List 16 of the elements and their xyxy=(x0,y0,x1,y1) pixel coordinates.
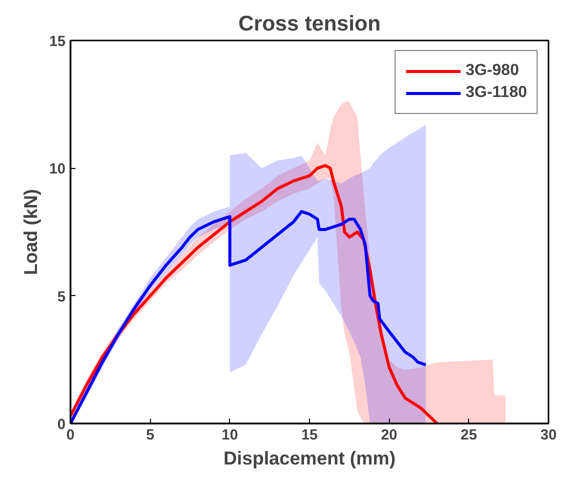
y-axis-title: Load (kN) xyxy=(20,188,42,276)
chart-title: Cross tension xyxy=(238,12,381,36)
x-axis-title: Displacement (mm) xyxy=(223,448,396,468)
x-tick-label: 20 xyxy=(381,428,398,444)
x-tick-label: 10 xyxy=(222,428,238,444)
legend-label: 3G-1180 xyxy=(466,84,527,102)
legend-label: 3G-980 xyxy=(466,62,519,80)
line-series xyxy=(70,210,428,424)
x-tick-label: 25 xyxy=(460,428,477,444)
x-tick-label: 5 xyxy=(146,428,154,444)
y-tick-label: 0 xyxy=(57,417,66,433)
y-tick-label: 5 xyxy=(57,289,66,306)
y-tick-label: 15 xyxy=(49,34,66,50)
x-tick-label: 30 xyxy=(540,428,557,444)
y-tick-label: 10 xyxy=(49,162,66,178)
x-tick-label: 15 xyxy=(301,428,318,444)
